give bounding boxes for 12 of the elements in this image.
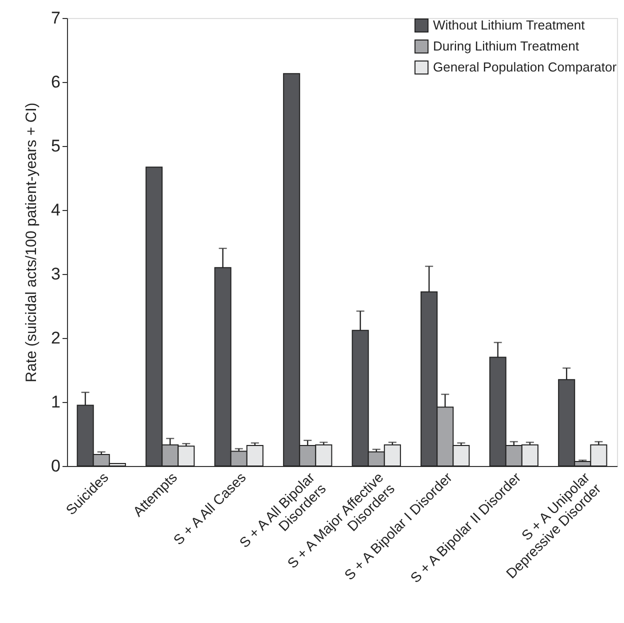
y-tick-label: 4 (51, 200, 60, 220)
y-tick-label: 5 (51, 136, 60, 156)
legend-label: During Lithium Treatment (433, 38, 580, 54)
legend-label: Without Lithium Treatment (433, 18, 586, 32)
y-axis-title: Rate (suicidal acts/100 patient-years + CI) (23, 102, 40, 382)
y-tick-label: 2 (51, 328, 60, 348)
y-tick-label: 0 (51, 456, 60, 476)
legend-label: General Population Comparator (433, 60, 618, 74)
y-tick-label: 3 (51, 264, 60, 284)
y-tick-label: 1 (51, 392, 60, 412)
y-tick-label: 6 (51, 72, 60, 92)
y-tick-label: 7 (51, 8, 60, 28)
